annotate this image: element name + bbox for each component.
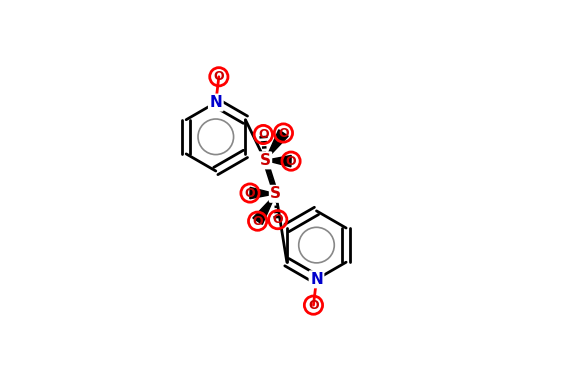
Text: S: S (270, 186, 281, 201)
Text: N: N (210, 95, 222, 110)
Polygon shape (250, 187, 276, 199)
Text: O: O (308, 299, 319, 312)
Polygon shape (265, 155, 291, 167)
Text: O: O (278, 127, 289, 139)
Text: O: O (214, 70, 224, 83)
Text: O: O (286, 155, 297, 168)
Polygon shape (265, 130, 288, 160)
Polygon shape (253, 194, 276, 224)
Text: O: O (258, 128, 268, 141)
Text: O: O (252, 215, 263, 228)
Text: S: S (260, 153, 271, 168)
Text: O: O (272, 213, 283, 226)
Text: O: O (245, 187, 255, 200)
Text: N: N (310, 272, 323, 287)
